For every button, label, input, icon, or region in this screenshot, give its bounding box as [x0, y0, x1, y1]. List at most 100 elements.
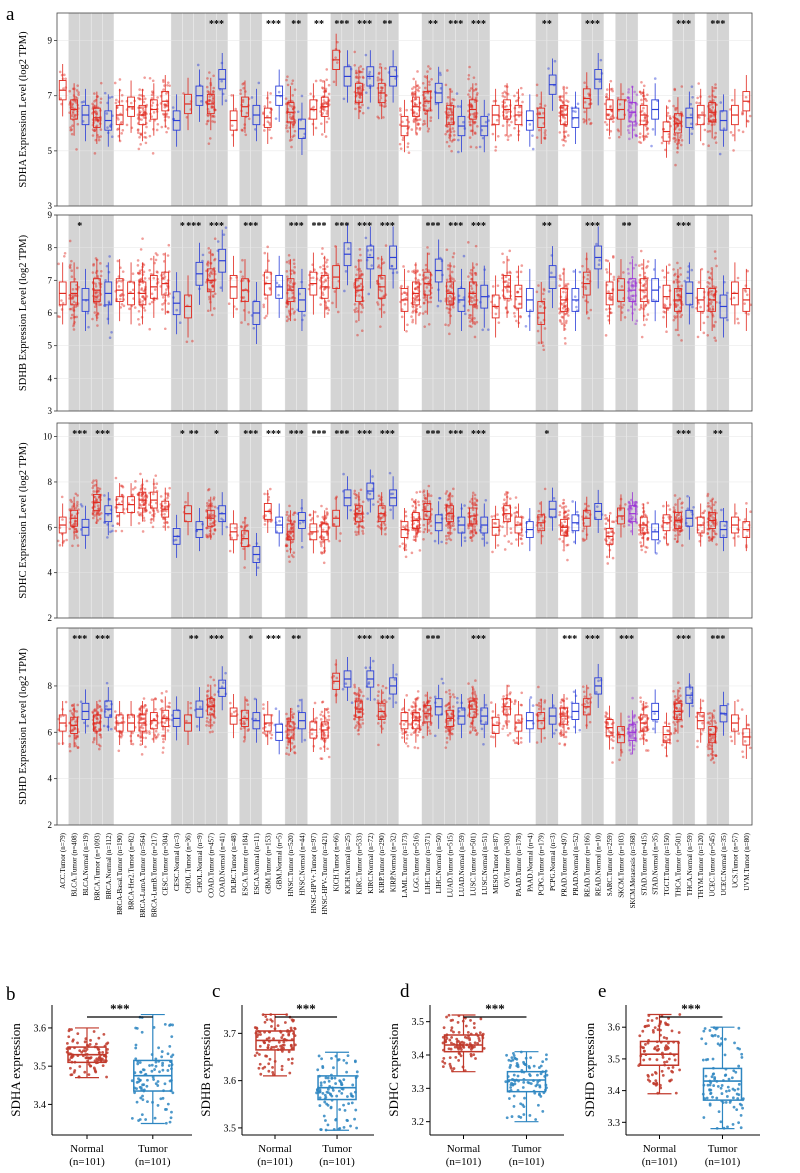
data-point: [91, 271, 95, 274]
data-point: [574, 110, 577, 113]
data-point: [161, 308, 164, 311]
data-point: [91, 516, 95, 520]
data-point: [645, 126, 649, 130]
data-point: [507, 517, 511, 521]
data-point: [635, 134, 638, 137]
data-point: [212, 115, 216, 118]
data-point: [714, 257, 717, 260]
data-point: [485, 541, 489, 545]
data-point: [70, 259, 73, 263]
data-point: [427, 322, 431, 326]
data-point: [505, 104, 508, 108]
data-point: [426, 246, 429, 249]
data-point: [412, 77, 416, 81]
data-point: [209, 512, 213, 516]
data-point: [423, 86, 427, 90]
shade-band: [387, 423, 399, 618]
data-point: [467, 73, 471, 77]
data-point: [93, 295, 97, 298]
data-point: [639, 141, 643, 145]
significance-marker: **: [428, 19, 438, 30]
data-point: [414, 97, 418, 101]
data-point: [623, 316, 627, 319]
data-point: [359, 89, 363, 93]
data-point: [576, 102, 580, 106]
data-point: [175, 308, 179, 312]
data-point: [76, 84, 79, 87]
data-point: [358, 248, 362, 251]
data-point: [320, 133, 324, 136]
data-point: [463, 504, 466, 507]
y-tick-label: 5: [48, 341, 53, 351]
data-point: [288, 116, 292, 119]
data-point: [234, 107, 238, 111]
data-point: [450, 90, 454, 93]
data-point: [744, 284, 748, 287]
data-point: [400, 315, 404, 319]
data-point: [674, 328, 678, 332]
data-point: [291, 307, 294, 311]
data-point: [164, 492, 167, 495]
data-point: [741, 130, 745, 134]
data-point: [552, 496, 556, 500]
data-point: [320, 122, 323, 125]
data-point: [450, 149, 453, 153]
data-point: [509, 133, 513, 137]
data-point: [423, 493, 426, 497]
data-point: [473, 493, 477, 497]
data-point: [74, 114, 77, 117]
data-point: [108, 96, 112, 99]
data-point: [142, 270, 146, 274]
data-point: [121, 128, 125, 132]
data-point: [58, 70, 62, 74]
data-point: [413, 103, 417, 107]
significance-marker: ***: [289, 221, 304, 232]
data-point: [322, 102, 326, 105]
data-point: [131, 493, 135, 497]
data-point: [744, 95, 748, 99]
data-point: [354, 107, 357, 111]
data-point: [120, 279, 123, 283]
data-point: [338, 539, 342, 543]
data-point: [168, 486, 171, 490]
data-point: [285, 543, 288, 547]
data-point: [368, 70, 372, 74]
data-point: [201, 253, 205, 257]
data-point: [428, 500, 432, 503]
data-point: [266, 114, 269, 118]
data-point: [59, 97, 62, 100]
data-point: [627, 272, 630, 275]
data-point: [627, 308, 630, 312]
data-point: [99, 274, 103, 278]
data-point: [558, 274, 562, 278]
data-point: [70, 275, 74, 279]
data-point: [643, 323, 646, 327]
data-point: [63, 254, 66, 258]
data-point: [128, 307, 131, 311]
data-point: [729, 131, 733, 134]
shade-band: [250, 423, 263, 618]
data-point: [423, 75, 427, 78]
data-point: [70, 313, 74, 317]
points-blca-tumor-n-408: [68, 84, 80, 151]
data-point: [714, 141, 718, 144]
data-point: [573, 295, 577, 298]
data-point: [96, 118, 100, 122]
data-point: [110, 330, 113, 334]
shade-band: [455, 423, 468, 618]
data-point: [152, 111, 156, 114]
data-point: [451, 97, 454, 101]
data-point: [606, 97, 610, 100]
data-point: [415, 112, 419, 115]
data-point: [358, 93, 362, 97]
data-point: [428, 67, 432, 70]
data-point: [446, 95, 450, 99]
data-point: [325, 78, 329, 82]
data-point: [142, 306, 146, 310]
data-point: [427, 101, 430, 104]
data-point: [429, 300, 433, 304]
data-point: [475, 499, 479, 503]
data-point: [507, 540, 510, 543]
shade-band: [478, 423, 490, 618]
data-point: [581, 264, 584, 268]
